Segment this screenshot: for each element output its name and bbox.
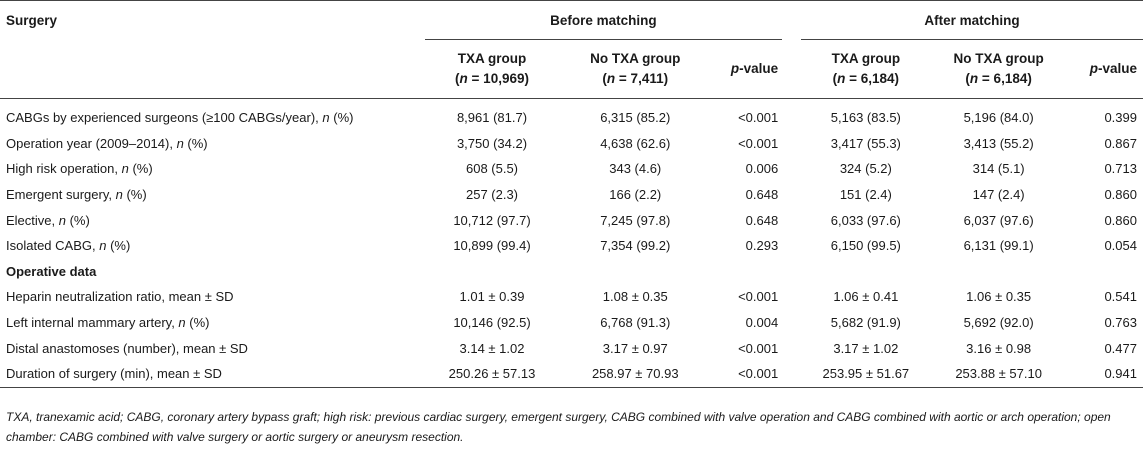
table-cell: <0.001 (738, 340, 779, 356)
table-cell: 0.867 (1104, 135, 1137, 151)
table-row: Elective, n (%) 10,712 (97.7) 7,245 (97.8)… (0, 207, 1143, 233)
table-cell: 6,131 (99.1) (963, 238, 1034, 254)
table-cell: 343 (4.6) (609, 161, 662, 177)
table-cell: 0.860 (1104, 187, 1137, 203)
table-body: CABGs by experienced surgeons (≥100 CABG… (0, 99, 1143, 388)
table-cell: 1.06 ± 0.35 (966, 289, 1032, 305)
table-cell: 0.648 (745, 212, 779, 228)
table-cell: 5,692 (92.0) (963, 315, 1034, 331)
table-cell: 0.713 (1104, 161, 1137, 177)
table-cell: 324 (5.2) (839, 161, 892, 177)
row-label: Left internal mammary artery, n (%) (6, 315, 210, 331)
row-label: Isolated CABG, n (%) (6, 238, 131, 254)
surgery-header: Surgery (6, 12, 58, 28)
col-header-notxa-after: No TXA group (n = 6,184) (953, 51, 1044, 86)
header-row-groups: Surgery Before matching After matching (0, 0, 1143, 40)
table-cell: 0.648 (745, 187, 779, 203)
table-cell: 5,682 (91.9) (830, 315, 901, 331)
table-cell: <0.001 (738, 366, 779, 382)
table-cell: 10,899 (99.4) (453, 238, 531, 254)
table-cell: 10,146 (92.5) (453, 315, 531, 331)
table-cell: 1.06 ± 0.41 (833, 289, 899, 305)
table-cell: 0.006 (745, 161, 779, 177)
data-table: Surgery Before matching After matching T… (0, 0, 1143, 388)
table-cell: 0.399 (1104, 110, 1137, 126)
row-label: High risk operation, n (%) (6, 161, 153, 177)
row-label: Elective, n (%) (6, 212, 90, 228)
table-cell: 147 (2.4) (972, 187, 1025, 203)
table-row: Heparin neutralization ratio, mean ± SD 1… (0, 284, 1143, 310)
table-row: Emergent surgery, n (%) 257 (2.3) 166 (2.2… (0, 182, 1143, 208)
table-cell: 1.01 ± 0.39 (459, 289, 525, 305)
table-cell: 151 (2.4) (839, 187, 892, 203)
table-cell: 314 (5.1) (972, 161, 1025, 177)
after-matching-header: After matching (801, 0, 1143, 40)
col-header-txa-before: TXA group (n = 10,969) (455, 51, 529, 86)
table-cell: 1.08 ± 0.35 (602, 289, 668, 305)
table-row: High risk operation, n (%) 608 (5.5) 343 (… (0, 156, 1143, 182)
table-cell: 7,354 (99.2) (600, 238, 671, 254)
table-cell: 0.477 (1104, 340, 1137, 356)
section-row: Operative data (0, 259, 1143, 285)
table-cell: 3,413 (55.2) (963, 135, 1034, 151)
table-row: CABGs by experienced surgeons (≥100 CABG… (0, 99, 1143, 131)
row-label: Distal anastomoses (number), mean ± SD (6, 340, 248, 356)
table-cell: <0.001 (738, 289, 779, 305)
table-cell: 253.88 ± 57.10 (955, 366, 1042, 382)
table-cell: 258.97 ± 70.93 (591, 366, 679, 382)
table-row: Duration of surgery (min), mean ± SD 250.… (0, 361, 1143, 387)
table-cell: 166 (2.2) (609, 187, 662, 203)
table-row: Distal anastomoses (number), mean ± SD 3.… (0, 335, 1143, 361)
table-cell: 6,315 (85.2) (600, 110, 671, 126)
table-cell: 0.004 (745, 315, 779, 331)
table-cell: 10,712 (97.7) (453, 212, 531, 228)
table-cell: 608 (5.5) (465, 161, 519, 177)
col-header-pvalue-before: p-value (730, 61, 779, 76)
table-cell: 5,196 (84.0) (963, 110, 1034, 126)
table-cell: 0.054 (1104, 238, 1137, 254)
table-cell: <0.001 (738, 135, 779, 151)
table-cell: 3.17 ± 0.97 (602, 340, 668, 356)
table-cell: 0.860 (1104, 212, 1137, 228)
table-cell: 6,033 (97.6) (830, 212, 901, 228)
table-cell: 0.541 (1104, 289, 1137, 305)
table-cell: 4,638 (62.6) (600, 135, 671, 151)
table-row: Isolated CABG, n (%) 10,899 (99.4) 7,354 (… (0, 233, 1143, 259)
row-label: Heparin neutralization ratio, mean ± SD (6, 289, 234, 305)
table-cell: 3.14 ± 1.02 (459, 340, 525, 356)
table-cell: 0.941 (1104, 366, 1137, 382)
header-row-columns: TXA group (n = 10,969) No TXA group (n = 7… (0, 40, 1143, 99)
row-label: CABGs by experienced surgeons (≥100 CABG… (6, 110, 354, 126)
table-cell: 6,768 (91.3) (600, 315, 671, 331)
table-row: Operation year (2009–2014), n (%) 3,750 (… (0, 131, 1143, 157)
col-header-pvalue-after: p-value (1089, 61, 1137, 76)
table-cell: 6,150 (99.5) (830, 238, 901, 254)
row-label: Duration of surgery (min), mean ± SD (6, 366, 222, 382)
table-cell: 253.95 ± 51.67 (822, 366, 910, 382)
table-footnote: TXA, tranexamic acid; CABG, coronary art… (6, 410, 1111, 444)
table-cell: 3.16 ± 0.98 (966, 340, 1032, 356)
table-cell: 8,961 (81.7) (456, 110, 528, 126)
table-cell: 5,163 (83.5) (830, 110, 901, 126)
section-title: Operative data (6, 263, 97, 279)
table-cell: 3,750 (34.2) (456, 135, 528, 151)
row-label: Emergent surgery, n (%) (6, 187, 147, 203)
table-cell: <0.001 (738, 110, 779, 126)
col-header-notxa-before: No TXA group (n = 7,411) (590, 51, 681, 86)
row-label: Operation year (2009–2014), n (%) (6, 135, 208, 151)
table-row: Left internal mammary artery, n (%) 10,14… (0, 310, 1143, 336)
table-cell: 3.17 ± 1.02 (833, 340, 899, 356)
table-cell: 0.763 (1104, 315, 1137, 331)
table-cell: 3,417 (55.3) (830, 135, 901, 151)
col-header-txa-after: TXA group (n = 6,184) (831, 51, 901, 86)
table-cell: 257 (2.3) (465, 187, 519, 203)
table-cell: 250.26 ± 57.13 (448, 366, 536, 382)
table-cell: 0.293 (745, 238, 779, 254)
table-cell: 7,245 (97.8) (600, 212, 671, 228)
table-cell: 6,037 (97.6) (963, 212, 1034, 228)
before-matching-header: Before matching (424, 0, 783, 40)
